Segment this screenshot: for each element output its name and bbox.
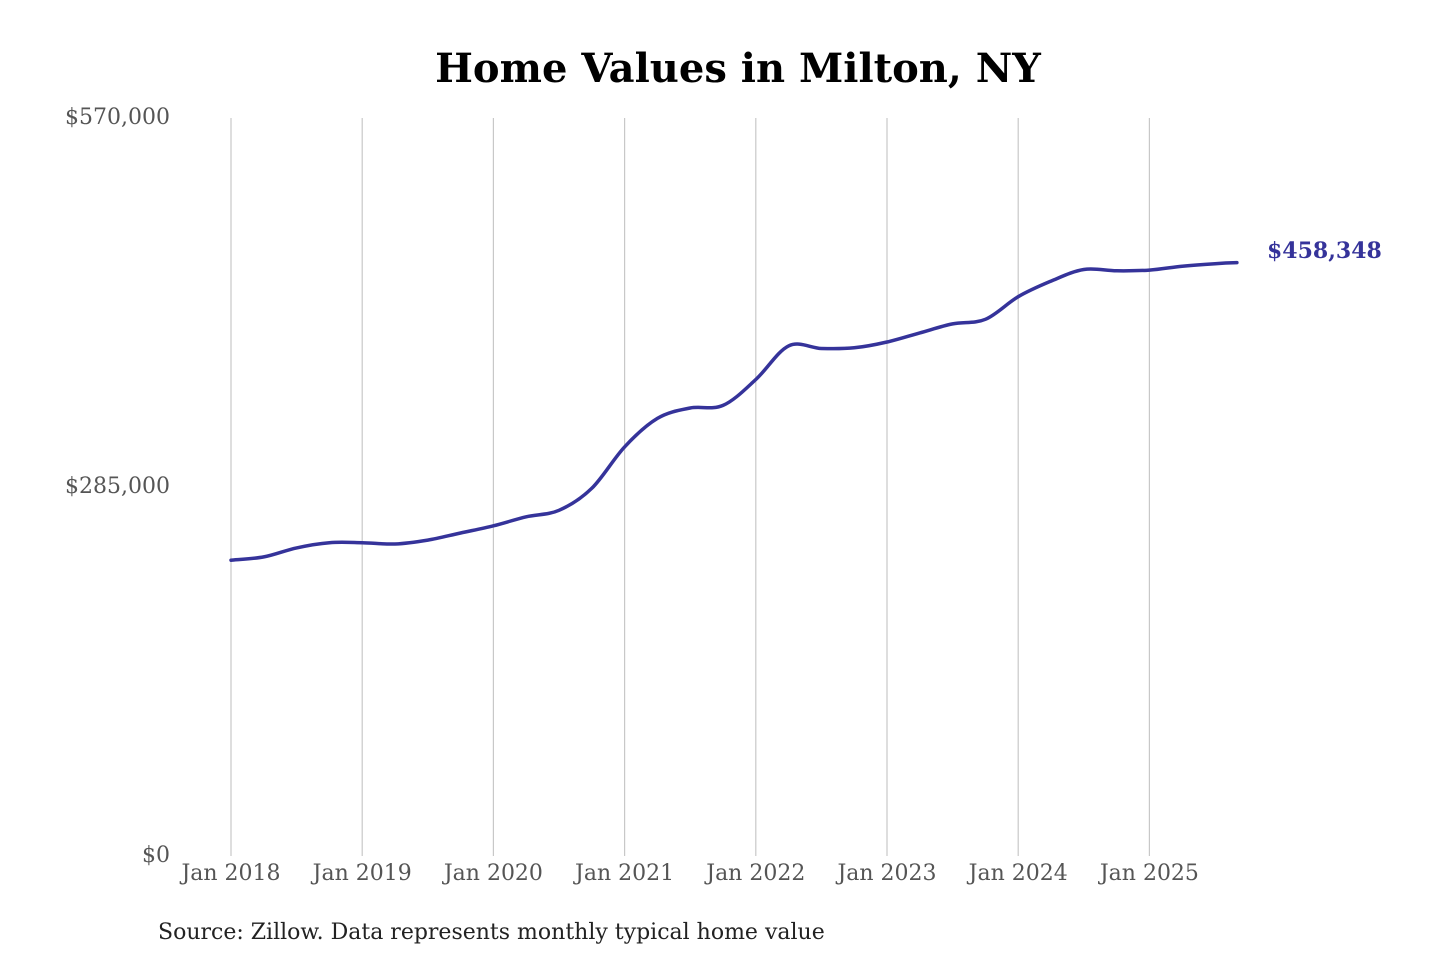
y-tick-label: $570,000	[65, 105, 170, 130]
chart-title: Home Values in Milton, NY	[435, 45, 1041, 92]
x-tick-label: Jan 2018	[179, 861, 280, 886]
end-value-label: $458,348	[1267, 238, 1382, 264]
y-tick-label: $0	[142, 843, 170, 868]
x-axis-labels: Jan 2018 Jan 2019 Jan 2020 Jan 2021 Jan 2022…	[179, 861, 1198, 886]
x-tick-label: Jan 2024	[967, 861, 1068, 886]
x-tick-label: Jan 2025	[1098, 861, 1199, 886]
y-tick-label: $285,000	[65, 474, 170, 499]
x-tick-label: Jan 2020	[442, 861, 543, 886]
x-tick-label: Jan 2023	[835, 861, 936, 886]
y-axis-labels: $570,000 $285,000 $0	[65, 105, 170, 868]
series-line	[229, 260, 1239, 562]
source-note: Source: Zillow. Data represents monthly …	[158, 920, 825, 945]
gridlines	[230, 118, 1151, 856]
x-tick-label: Jan 2022	[704, 861, 805, 886]
x-tick-label: Jan 2019	[311, 861, 412, 886]
x-tick-label: Jan 2021	[573, 861, 674, 886]
